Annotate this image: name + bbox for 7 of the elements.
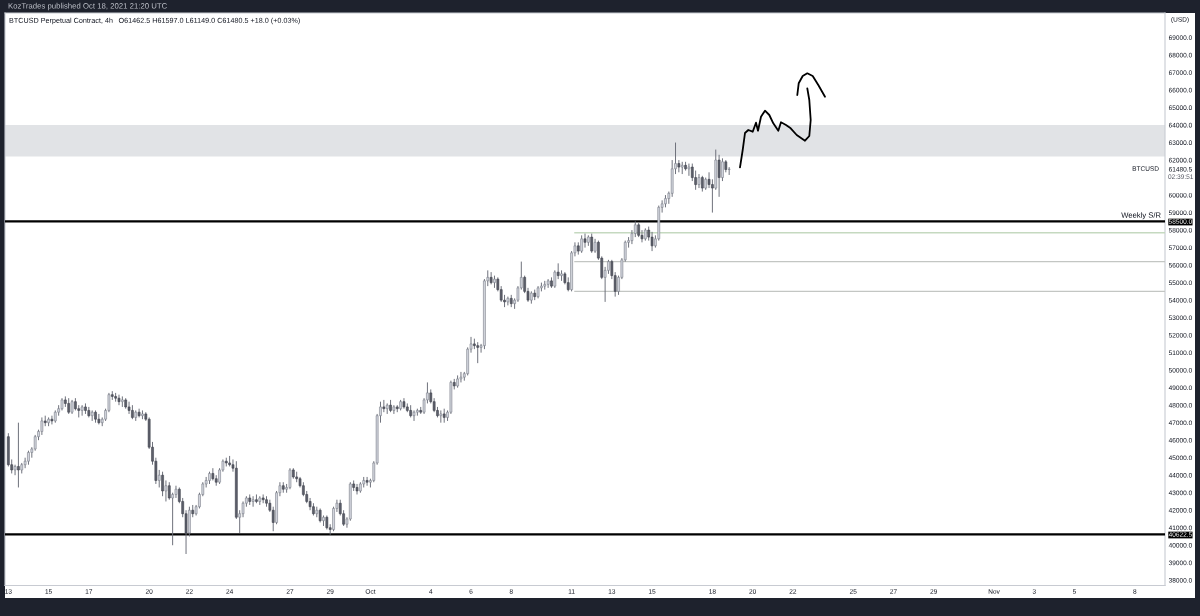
candlestick (717, 154, 721, 198)
candlestick (476, 341, 480, 364)
candlestick (17, 422, 20, 488)
candlestick (161, 471, 164, 497)
candlestick (127, 401, 131, 415)
candlestick (721, 157, 724, 182)
candlestick (13, 464, 17, 476)
